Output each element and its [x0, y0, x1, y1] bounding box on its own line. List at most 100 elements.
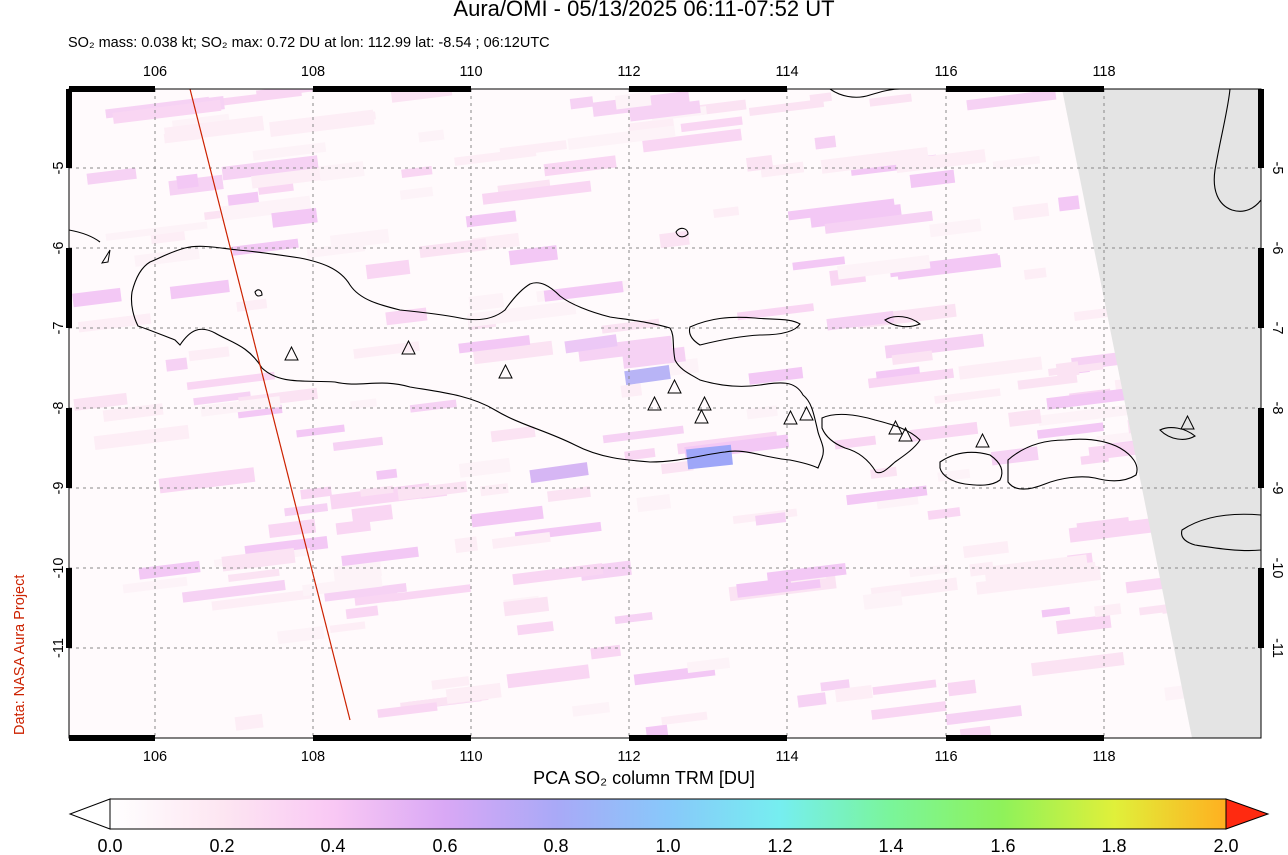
so2-pixel	[165, 357, 188, 372]
so2-pixel	[332, 436, 384, 451]
coastlines	[69, 89, 1261, 552]
so2-pixel	[472, 340, 554, 365]
so2-pixel	[947, 679, 977, 697]
so2-pixel	[746, 405, 778, 420]
volcano-icon	[898, 426, 913, 442]
colorbar-ticks: 0.0 0.2 0.4 0.6 0.8 1.0 1.2 1.4 1.6 1.8 …	[97, 836, 1238, 855]
so2-enhanced-pixel	[564, 334, 618, 354]
so2-pixel	[480, 483, 509, 497]
so2-pixel	[431, 676, 470, 690]
so2-pixel	[227, 191, 259, 206]
so2-pixel	[834, 435, 877, 450]
so2-pixel	[572, 701, 610, 717]
so2-pixel	[252, 142, 327, 161]
so2-pixel	[614, 91, 652, 110]
so2-pixel	[862, 590, 903, 610]
so2-pixel	[186, 371, 276, 390]
so2-pixel	[200, 396, 281, 417]
so2-pixel	[810, 204, 902, 228]
so2-pixel	[975, 571, 1069, 595]
so2-pixel	[399, 186, 434, 200]
so2-pixel	[1041, 606, 1071, 618]
so2-pixel	[188, 346, 230, 362]
so2-pixel	[929, 218, 982, 238]
volcano-icon	[694, 408, 709, 424]
colorbar-gradient	[109, 798, 1227, 830]
so2-pixel	[458, 457, 511, 478]
so2-pixel	[271, 207, 318, 228]
so2-pixel	[680, 116, 743, 133]
volcano-icon	[667, 378, 682, 394]
colorbar-tick-label: 1.6	[990, 836, 1015, 855]
coastline-bali	[821, 413, 921, 474]
so2-pixel	[909, 421, 979, 442]
lat-tick-label: -7	[1269, 322, 1285, 335]
no-data-region	[1062, 89, 1261, 738]
so2-pixel	[182, 579, 286, 603]
so2-pixel	[748, 366, 804, 385]
volcano-icon	[498, 363, 513, 379]
volcano-icon	[1180, 414, 1195, 430]
coastline-sumba	[1181, 513, 1261, 552]
so2-pixel	[454, 536, 478, 554]
so2-pixel	[512, 563, 604, 586]
so2-pixel	[401, 165, 433, 179]
so2-pixel	[824, 210, 934, 234]
colorbar-tick-label: 1.0	[655, 836, 680, 855]
lat-tick-label: -9	[51, 482, 67, 495]
so2-pixel	[1012, 202, 1050, 221]
lon-tick-label: 106	[143, 749, 167, 765]
so2-pixel	[945, 705, 1023, 726]
coastline-sumbawa	[1007, 438, 1138, 490]
so2-pixel	[284, 503, 329, 517]
so2-pixel	[221, 155, 319, 181]
so2-pixel	[210, 89, 302, 107]
coastline-islet	[884, 315, 922, 328]
so2-pixel	[491, 532, 551, 549]
lon-tick-label: 106	[143, 64, 167, 80]
graticule	[69, 89, 1261, 738]
so2-pixel	[909, 169, 956, 189]
so2-max-pixel	[686, 444, 733, 470]
so2-pixel	[335, 519, 371, 535]
lat-tick-label: -5	[51, 162, 67, 175]
coastline-islet	[1159, 427, 1196, 440]
so2-pixel	[409, 399, 457, 413]
so2-enhanced-pixel	[529, 462, 589, 484]
so2-pixel	[318, 161, 365, 182]
so2-pixel	[645, 724, 669, 738]
coastline-islet	[675, 227, 689, 238]
so2-pixel	[193, 391, 251, 406]
colorbar: 0.0 0.2 0.4 0.6 0.8 1.0 1.2 1.4 1.6 1.8 …	[68, 798, 1270, 855]
lon-tick-label: 118	[1092, 64, 1115, 80]
so2-pixel	[746, 154, 774, 172]
so2-pixel	[871, 701, 947, 720]
so2-swath-pixels	[72, 89, 1261, 738]
lat-tick-label: -8	[1269, 402, 1285, 415]
so2-pixel	[276, 111, 377, 132]
so2-pixel	[345, 605, 379, 620]
lon-tick-label: 110	[459, 749, 482, 765]
so2-pixel	[567, 125, 676, 151]
so2-pixel	[814, 135, 837, 150]
so2-pixel	[227, 568, 280, 582]
lat-tick-label: -11	[1269, 638, 1285, 658]
lat-tick-label: -8	[51, 402, 67, 415]
coastline-lombok	[939, 451, 1003, 486]
lon-tick-label: 108	[301, 64, 325, 80]
so2-pixel	[797, 692, 827, 708]
so2-pixel	[467, 300, 577, 328]
colorbar-title: PCA SO₂ column TRM [DU]	[533, 768, 755, 788]
volcano-markers	[100, 249, 1195, 448]
so2-enhanced-pixel	[624, 365, 671, 386]
so2-pixel	[391, 584, 471, 602]
so2-pixel	[659, 230, 690, 249]
so2-pixel	[333, 561, 382, 582]
so2-pixel	[990, 446, 1039, 466]
so2-pixel	[506, 664, 590, 689]
so2-pixel	[482, 180, 592, 205]
colorbar-tick-label: 0.2	[209, 836, 234, 855]
so2-pixel	[296, 424, 345, 438]
so2-pixel	[377, 702, 438, 718]
